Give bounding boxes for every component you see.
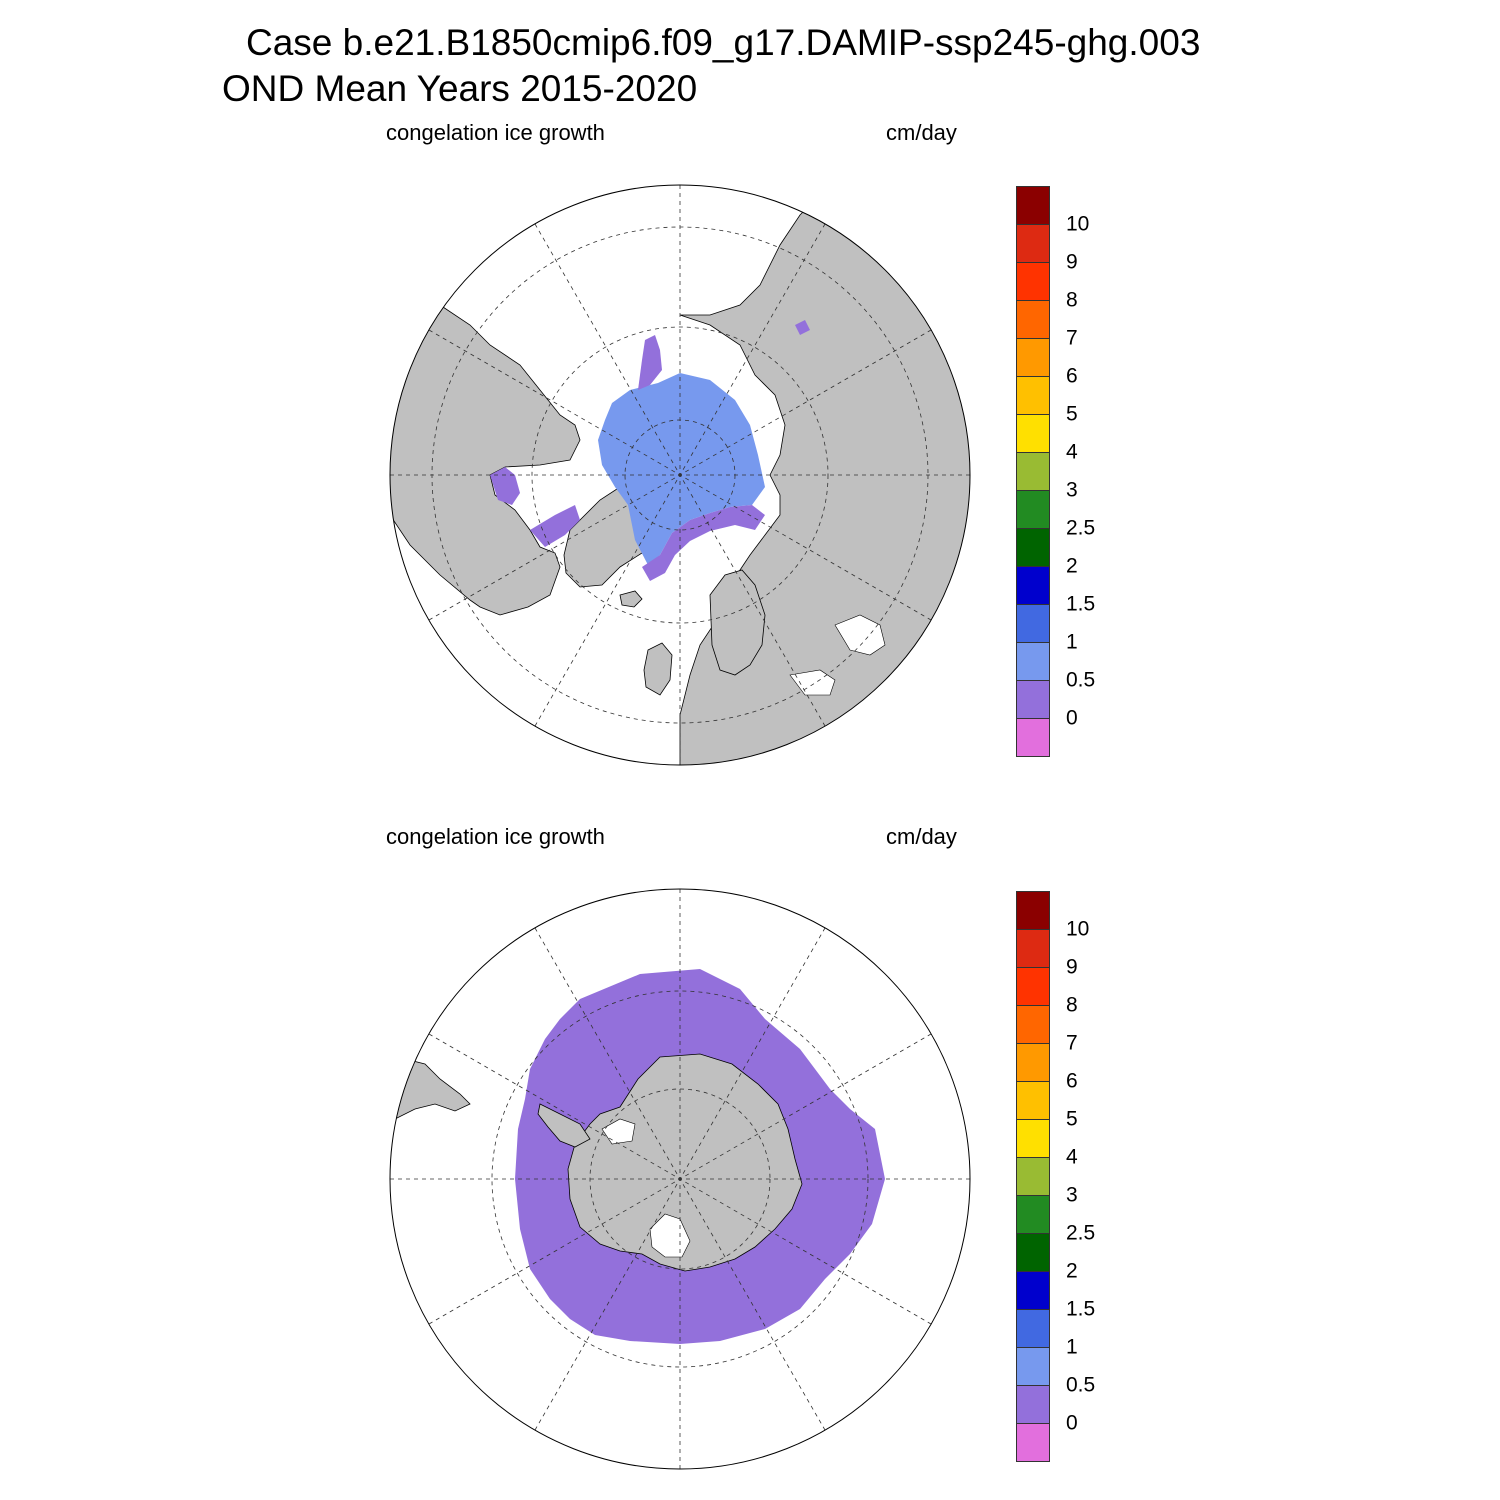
- south-colorbar-swatch: [1016, 967, 1050, 1006]
- south-colorbar-swatch: [1016, 891, 1050, 930]
- south-colorbar-label: 2: [1066, 1259, 1078, 1283]
- north-colorbar-swatch: [1016, 718, 1050, 757]
- north-colorbar-swatch: [1016, 680, 1050, 719]
- north-colorbar-label: 2.5: [1066, 516, 1096, 540]
- south-colorbar-swatch: [1016, 1081, 1050, 1120]
- south-variable-label: congelation ice growth: [386, 824, 605, 849]
- north-variable-label: congelation ice growth: [386, 120, 605, 145]
- case-title: Case b.e21.B1850cmip6.f09_g17.DAMIP-ssp2…: [246, 22, 1201, 63]
- north-colorbar-swatch: [1016, 262, 1050, 301]
- north-colorbar-label: 2: [1066, 554, 1078, 578]
- north-colorbar-label: 5: [1066, 402, 1078, 426]
- north-colorbar-label: 4: [1066, 440, 1078, 464]
- south-colorbar-label: 5: [1066, 1107, 1078, 1131]
- south-colorbar-label: 0.5: [1066, 1373, 1096, 1397]
- north-colorbar-label: 8: [1066, 288, 1078, 312]
- north-colorbar-label: 9: [1066, 250, 1078, 274]
- north-colorbar-swatch: [1016, 300, 1050, 339]
- okhotsk-ice: [795, 320, 810, 335]
- south-colorbar-swatch: [1016, 1157, 1050, 1196]
- north-units-label: cm/day: [886, 120, 957, 145]
- north-colorbar-label: 0.5: [1066, 668, 1096, 692]
- north-colorbar-swatch: [1016, 224, 1050, 263]
- north-colorbar: 10 9 8 7 6 5 4 3 2.5 2 1.5 1 0.5 0: [1016, 186, 1156, 760]
- south-colorbar-swatch: [1016, 1423, 1050, 1462]
- north-colorbar-label: 1: [1066, 630, 1078, 654]
- land-uk: [643, 642, 673, 696]
- land-scandinavia: [709, 569, 766, 676]
- north-colorbar-swatch: [1016, 414, 1050, 453]
- baffin-ice: [530, 505, 580, 547]
- south-colorbar-label: 1.5: [1066, 1297, 1096, 1321]
- land-north-america: [390, 304, 581, 616]
- south-colorbar-label: 3: [1066, 1183, 1078, 1207]
- north-polar-map: [389, 184, 971, 766]
- south-colorbar-swatch: [1016, 1195, 1050, 1234]
- south-colorbar-label: 6: [1066, 1069, 1078, 1093]
- north-colorbar-label: 6: [1066, 364, 1078, 388]
- arctic-ice-margin-pacific: [638, 335, 662, 390]
- south-colorbar-swatch: [1016, 1385, 1050, 1424]
- north-colorbar-swatch: [1016, 452, 1050, 491]
- arctic-ice-margin-atlantic: [642, 505, 765, 581]
- south-colorbar-swatch: [1016, 1233, 1050, 1272]
- land-antarctic-peninsula: [537, 1103, 591, 1148]
- south-colorbar-swatch: [1016, 1347, 1050, 1386]
- arctic-ice-core: [598, 373, 765, 565]
- antarctic-sea-ice: [515, 969, 885, 1344]
- south-colorbar: 10 9 8 7 6 5 4 3 2.5 2 1.5 1 0.5 0: [1016, 891, 1156, 1465]
- south-colorbar-label: 7: [1066, 1031, 1078, 1055]
- north-colorbar-label: 7: [1066, 326, 1078, 350]
- north-colorbar-swatch: [1016, 490, 1050, 529]
- land-antarctica: [567, 1053, 803, 1272]
- south-colorbar-label: 8: [1066, 993, 1078, 1017]
- north-colorbar-swatch: [1016, 186, 1050, 225]
- south-colorbar-label: 10: [1066, 917, 1090, 941]
- south-colorbar-label: 2.5: [1066, 1221, 1096, 1245]
- south-colorbar-label: 4: [1066, 1145, 1078, 1169]
- north-colorbar-label: 0: [1066, 706, 1078, 730]
- south-colorbar-label: 0: [1066, 1411, 1078, 1435]
- south-colorbar-label: 1: [1066, 1335, 1078, 1359]
- north-colorbar-swatch: [1016, 376, 1050, 415]
- north-colorbar-label: 10: [1066, 212, 1090, 236]
- south-units-label: cm/day: [886, 824, 957, 849]
- north-colorbar-swatch: [1016, 528, 1050, 567]
- south-colorbar-label: 9: [1066, 955, 1078, 979]
- south-colorbar-swatch: [1016, 1119, 1050, 1158]
- north-colorbar-swatch: [1016, 642, 1050, 681]
- south-colorbar-swatch: [1016, 1043, 1050, 1082]
- north-colorbar-swatch: [1016, 338, 1050, 377]
- north-colorbar-label: 3: [1066, 478, 1078, 502]
- south-colorbar-swatch: [1016, 1005, 1050, 1044]
- hudson-bay-ice: [490, 467, 520, 505]
- period-title: OND Mean Years 2015-2020: [222, 68, 698, 109]
- north-colorbar-swatch: [1016, 566, 1050, 605]
- ross-ice-shelf: [649, 1213, 691, 1258]
- south-colorbar-swatch: [1016, 929, 1050, 968]
- south-polar-map: [389, 888, 971, 1470]
- south-colorbar-swatch: [1016, 1271, 1050, 1310]
- north-colorbar-label: 1.5: [1066, 592, 1096, 616]
- north-colorbar-swatch: [1016, 604, 1050, 643]
- south-colorbar-swatch: [1016, 1309, 1050, 1348]
- land-iceland: [619, 590, 643, 608]
